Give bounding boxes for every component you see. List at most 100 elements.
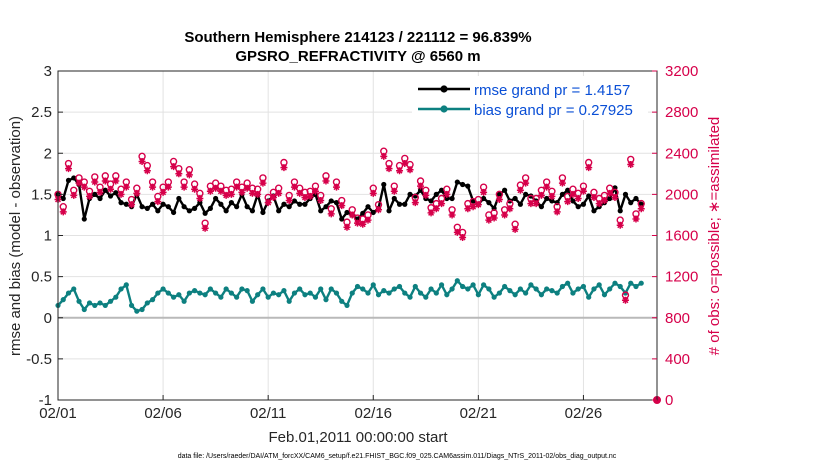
bias-point	[134, 308, 140, 314]
x-tick-label: 02/11	[250, 405, 286, 422]
rmse-point	[454, 179, 460, 185]
rmse-point	[318, 208, 324, 214]
assimilated-obs-point	[107, 185, 115, 193]
rmse-point	[260, 209, 266, 216]
y-tick-label: 0	[44, 310, 52, 327]
x-tick-label: 02/16	[354, 405, 392, 422]
rmse-point	[523, 191, 529, 197]
assimilated-obs-point	[621, 296, 629, 304]
bias-point	[570, 290, 576, 296]
y-right-tick-label: 3200	[665, 63, 698, 80]
bias-point	[223, 286, 229, 292]
assimilated-obs-point	[459, 234, 467, 242]
bias-point	[144, 300, 150, 306]
rmse-point	[249, 208, 256, 214]
assimilated-obs-point	[406, 166, 414, 174]
bias-point	[433, 290, 439, 296]
assimilated-obs-point	[474, 201, 482, 209]
y-right-tick-label: 2000	[665, 186, 698, 203]
bias-point	[449, 286, 455, 292]
assimilated-obs-point	[464, 205, 472, 213]
rmse-point	[71, 175, 77, 181]
rmse-point	[386, 208, 392, 214]
assimilated-obs-point	[280, 164, 288, 172]
bias-point	[318, 286, 324, 292]
bias-point	[491, 294, 497, 300]
assimilated-obs-point	[579, 187, 587, 195]
assimilated-obs-point	[548, 192, 556, 200]
assimilated-obs-point	[348, 211, 356, 219]
bias-point	[465, 286, 471, 292]
bias-point	[328, 286, 334, 292]
assimilated-obs-point	[359, 220, 367, 228]
rmse-point	[234, 204, 240, 210]
assimilated-obs-point	[369, 189, 377, 197]
rmse-point	[149, 201, 156, 207]
assimilated-obs-point	[154, 198, 162, 206]
bias-point	[344, 302, 350, 309]
assimilated-obs-point	[564, 198, 572, 206]
assimilated-obs-point	[522, 179, 530, 187]
assimilated-obs-point	[259, 179, 267, 187]
rmse-point	[417, 187, 424, 193]
rmse-point	[344, 209, 350, 216]
assimilated-obs-point	[206, 187, 214, 195]
rmse-point	[328, 198, 334, 204]
bias-point	[276, 292, 282, 298]
assimilated-obs-point	[201, 224, 209, 232]
assimilated-obs-point	[532, 200, 540, 208]
rmse-point	[213, 195, 219, 202]
bias-point	[307, 290, 313, 296]
assimilated-obs-point	[301, 193, 309, 201]
rmse-point	[60, 195, 66, 202]
y-right-tick-label: 800	[665, 310, 690, 327]
bias-point	[244, 288, 250, 294]
y-tick-label: 2.5	[31, 104, 52, 121]
rmse-point	[591, 208, 597, 214]
assimilated-obs-point	[485, 216, 493, 224]
assimilated-obs-point	[112, 177, 120, 185]
rmse-point	[323, 204, 329, 210]
rmse-point	[218, 201, 224, 207]
rmse-point	[575, 204, 581, 210]
legend-rmse-marker	[440, 85, 448, 93]
assimilated-obs-point	[411, 199, 419, 207]
assimilated-obs-point	[422, 191, 430, 199]
bias-point	[302, 292, 308, 298]
bias-point	[60, 297, 66, 303]
assimilated-obs-point	[290, 183, 298, 191]
bias-point	[107, 298, 114, 304]
bias-point	[512, 292, 518, 298]
assimilated-obs-point	[327, 210, 335, 218]
assimilated-obs-point	[101, 177, 109, 185]
assimilated-obs-point	[506, 205, 514, 213]
bias-point	[291, 290, 298, 296]
rmse-point	[444, 195, 450, 202]
bias-point	[76, 298, 82, 304]
bias-point	[149, 297, 156, 303]
rmse-point	[333, 200, 340, 206]
bias-point	[255, 292, 261, 298]
bias-point	[417, 290, 424, 296]
assimilated-obs-point	[364, 216, 372, 224]
assimilated-obs-point	[322, 177, 330, 185]
bias-point	[607, 286, 613, 292]
bias-point	[538, 292, 545, 298]
bias-point	[454, 278, 460, 284]
assimilated-obs-point	[585, 164, 593, 172]
bias-point	[575, 286, 581, 292]
assimilated-obs-point	[385, 165, 393, 173]
rmse-point	[144, 205, 150, 211]
bias-point	[612, 280, 618, 286]
assimilated-obs-point	[417, 182, 425, 190]
bias-point	[339, 298, 345, 304]
assimilated-obs-point	[59, 208, 67, 216]
rmse-point	[176, 195, 182, 202]
assimilated-obs-point	[143, 167, 151, 175]
assimilated-obs-point	[590, 193, 598, 201]
y-right-tick-label: 400	[665, 351, 690, 368]
rmse-point	[276, 208, 282, 214]
bias-point	[391, 286, 397, 292]
rmse-point	[228, 200, 234, 206]
